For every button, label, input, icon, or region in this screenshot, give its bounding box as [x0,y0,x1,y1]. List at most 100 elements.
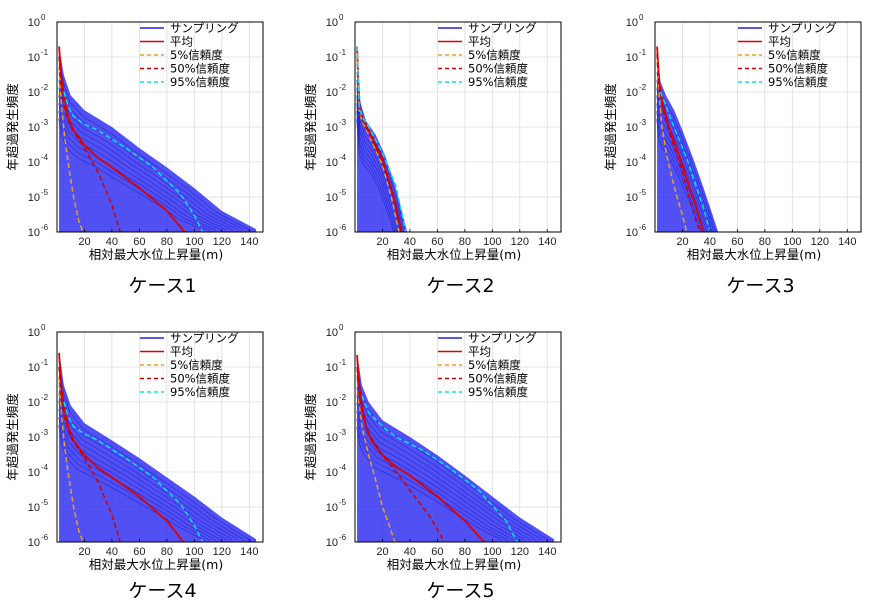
legend-label: 5%信頼度 [468,358,521,372]
series-line [656,54,701,232]
legend-label: 平均 [468,345,491,359]
series-line [58,377,84,542]
y-tick-exponent: -2 [41,393,49,402]
y-tick-label: 10 [28,397,40,409]
x-tick-label: 100 [783,236,801,248]
x-tick-label: 120 [511,236,529,248]
y-tick-exponent: -1 [639,48,647,57]
sampling-band [59,46,257,232]
y-tick-exponent: -1 [41,48,49,57]
legend-label: 50%信頼度 [170,372,231,386]
sampling-line [356,118,394,232]
sampling-line [58,87,227,231]
plot-frame [354,331,562,543]
x-tick-label: 120 [213,546,231,558]
x-axis-label: 相対最大水位上昇量(m) [387,247,521,262]
y-axis-label: 年超過発生頻度 [303,83,318,171]
chart-panel-case4: 20 40 60 80 100 120 140 10 0 10 -1 10 -2 10 -3 10 -4 10 -5… [0,310,290,604]
series-line [58,56,121,232]
y-tick-label: 10 [326,362,338,374]
y-tick-exponent: -3 [339,428,347,437]
x-tick-label: 80 [459,236,471,248]
y-tick-label: 10 [28,192,40,204]
x-axis-label: 相対最大水位上昇量(m) [687,247,821,262]
sampling-line [656,72,713,232]
sampling-lines [58,360,250,541]
y-tick-label: 10 [28,502,40,514]
x-tick-label: 100 [185,546,203,558]
x-tick-label: 40 [404,236,416,248]
sampling-line [356,87,400,232]
y-tick-exponent: 0 [41,13,46,22]
y-tick-exponent: 0 [339,323,344,332]
y-tick-label: 10 [28,52,40,64]
y-tick-label: 10 [326,192,338,204]
sampling-band [357,46,408,232]
series-line [58,353,185,542]
y-tick-exponent: -4 [339,153,347,162]
x-tick-label: 100 [483,236,501,248]
sampling-line [58,56,250,230]
sampling-line [58,368,244,540]
legend-label: 50%信頼度 [468,372,529,386]
sampling-line [356,394,525,541]
chart-caption: ケース5 [426,580,495,602]
x-tick-label: 40 [404,546,416,558]
x-tick-label: 80 [459,546,471,558]
series-line [659,91,711,232]
y-tick-exponent: -4 [639,153,647,162]
x-tick-label: 120 [511,546,529,558]
y-tick-label: 10 [28,17,40,29]
y-tick-label: 10 [28,157,40,169]
y-tick-exponent: 0 [339,13,344,22]
legend-label: 平均 [170,35,193,49]
sampling-lines [58,56,250,231]
x-tick-label: 140 [538,546,556,558]
x-tick-label: 140 [538,236,556,248]
x-tick-label: 140 [240,236,258,248]
y-tick-exponent: -5 [41,188,49,197]
sampling-line [356,418,509,541]
legend-label: 平均 [170,345,193,359]
y-tick-exponent: 0 [41,323,46,332]
y-tick-label: 10 [626,17,638,29]
x-tick-label: 120 [213,236,231,248]
legend-label: 50%信頼度 [170,62,231,76]
legend-label: 5%信頼度 [170,48,223,62]
x-tick-label: 20 [78,546,90,558]
y-tick-label: 10 [28,537,40,549]
series-line [63,401,204,542]
sampling-line [656,118,703,232]
sampling-line [356,363,548,540]
y-tick-label: 10 [28,432,40,444]
y-axis-label: 年超過発生頻度 [603,83,618,171]
y-tick-label: 10 [326,432,338,444]
sampling-line [356,103,397,232]
plot-frame [56,21,264,233]
chart-caption: ケース2 [426,275,495,297]
y-tick-exponent: -3 [41,428,49,437]
series-line [58,46,186,232]
y-tick-exponent: -6 [339,223,347,232]
series-line [63,91,204,232]
sampling-line [58,392,227,541]
y-tick-label: 10 [326,122,338,134]
y-tick-exponent: -6 [339,533,347,542]
x-tick-label: 40 [106,546,118,558]
sampling-lines [356,56,406,232]
series-line [58,366,121,542]
x-tick-label: 140 [838,236,856,248]
y-tick-exponent: -1 [41,358,49,367]
x-tick-label: 60 [431,236,443,248]
x-tick-label: 20 [376,236,388,248]
y-tick-label: 10 [28,467,40,479]
legend-label: 5%信頼度 [170,358,223,372]
y-tick-exponent: -2 [41,83,49,92]
plot-frame [654,21,862,233]
y-tick-label: 10 [28,87,40,99]
x-tick-label: 20 [376,546,388,558]
